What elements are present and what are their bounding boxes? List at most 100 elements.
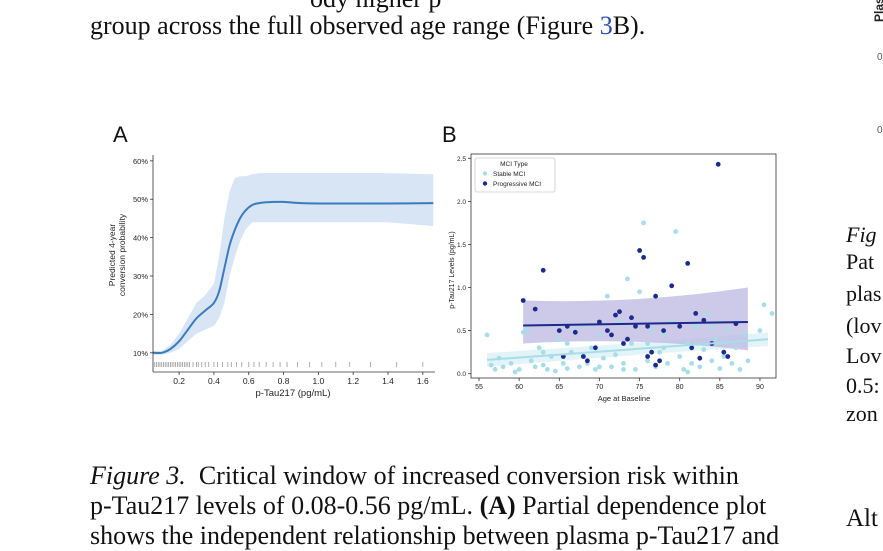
panel-b-letter: B — [442, 122, 457, 147]
x-tick-label: 70 — [596, 384, 604, 391]
scatter-point — [653, 293, 658, 299]
scatter-point — [637, 248, 642, 253]
scatter-point — [653, 362, 658, 368]
scatter-point — [597, 364, 602, 370]
right-column-text-line: Pat — [846, 249, 875, 274]
scatter-point — [669, 283, 675, 289]
scatter-point — [544, 367, 550, 372]
scatter-point — [741, 332, 747, 338]
scatter-point — [673, 229, 679, 234]
prediction-line — [152, 200, 434, 355]
scatter-point — [629, 341, 634, 346]
scatter-point — [661, 328, 666, 333]
scatter-point — [585, 358, 590, 364]
scatter-point — [645, 341, 650, 346]
regression-bands — [487, 287, 768, 367]
scatter-point — [685, 261, 691, 266]
x-tick-label: 0.4 — [208, 376, 220, 386]
x-tick-label: 1.6 — [417, 376, 429, 386]
scatter-point — [484, 332, 490, 338]
scatter-point — [721, 349, 727, 355]
scatter-point — [677, 323, 683, 329]
x-tick-label: 75 — [636, 384, 644, 391]
x-axis-label: Age at Baseline — [598, 394, 651, 403]
right-column-caption-label: Fig — [846, 222, 877, 247]
scatter-point — [701, 347, 707, 352]
scatter-point — [685, 369, 691, 375]
x-tick-label: 55 — [475, 384, 483, 391]
regression-line — [486, 338, 769, 361]
scatter-point — [625, 276, 630, 282]
y-axis-label-line1: Predicted 4-year — [107, 224, 117, 287]
scatter-point — [721, 354, 727, 359]
scatter-point — [556, 336, 562, 342]
scatter-point — [713, 336, 719, 342]
figure-caption-line-1: Figure 3. Critical window of increased c… — [90, 460, 739, 491]
scatter-point — [665, 361, 670, 366]
figure-caption-text: Partial dependence plot — [515, 491, 767, 520]
scatter-point — [705, 311, 711, 316]
scatter-point — [645, 323, 650, 329]
scatter-points — [484, 161, 775, 375]
scatter-point — [492, 367, 498, 372]
scatter-point — [633, 323, 638, 329]
scatter-point — [520, 298, 526, 303]
scatter-point — [593, 367, 598, 372]
right-column-text-line: Lov — [846, 343, 882, 368]
scatter-point — [709, 358, 715, 364]
scatter-point — [564, 341, 570, 346]
scatter-point — [649, 349, 654, 355]
scatter-point — [500, 364, 506, 370]
scatter-point — [625, 336, 630, 342]
y-tick-label: 40% — [133, 234, 148, 243]
figure-caption-text: Critical window of increased conversion … — [185, 461, 739, 490]
scatter-point — [609, 332, 614, 338]
right-column-text-line: 0.5: — [846, 373, 880, 398]
figure-reference-link[interactable]: 3 — [599, 11, 613, 40]
scatter-point — [593, 345, 598, 351]
scatter-point — [621, 367, 626, 372]
y-tick-label: 50% — [133, 195, 148, 204]
scatter-point — [488, 362, 494, 368]
scatter-point — [657, 349, 662, 355]
body-text-prefix: group across the full observed age range… — [90, 11, 600, 40]
confidence-band — [153, 173, 434, 355]
scatter-point — [597, 319, 602, 325]
legend-title: MCI Type — [500, 161, 528, 168]
scatter-point — [516, 367, 522, 372]
scatter-point — [540, 362, 546, 368]
legend-marker-progressive — [482, 181, 488, 186]
scatter-point — [689, 361, 695, 366]
legend-label-progressive: Progressive MCI — [493, 181, 541, 188]
scatter-point — [717, 366, 723, 371]
x-tick-label: 1.4 — [382, 376, 394, 386]
right-column-tick: 0 — [877, 125, 883, 136]
scatter-point — [633, 367, 638, 372]
scatter-point — [605, 328, 610, 333]
figure-caption-text: p-Tau217 levels of 0.08-0.56 pg/mL. — [90, 491, 480, 520]
scatter-point — [641, 255, 646, 260]
body-text-line: group across the full observed age range… — [90, 10, 645, 41]
y-tick-label: 1.5 — [457, 242, 466, 249]
scatter-point — [613, 312, 618, 318]
scatter-point — [613, 352, 618, 358]
x-tick-label: 80 — [676, 384, 684, 391]
scatter-point — [560, 361, 566, 366]
rug-marks — [154, 362, 424, 367]
scatter-point — [701, 317, 707, 323]
right-column-text-line: (lov — [846, 313, 882, 338]
x-tick-label: 85 — [716, 384, 724, 391]
scatter-point — [645, 358, 650, 364]
scatter-point — [729, 361, 735, 366]
scatter-point — [725, 354, 731, 359]
scatter-point — [677, 354, 683, 359]
tick-labels: 0.2 0.4 0.6 0.8 1.0 1.2 1.4 1.6 10% 20% 30% 40% 50% 6… — [133, 157, 429, 386]
scatter-point — [556, 328, 562, 333]
panel-b-scatter-chart: 55 60 65 70 75 80 85 90 0.0 0.5 1.0 1.5 2.0 2.5 MCI T… — [449, 153, 777, 403]
scatter-point — [629, 315, 634, 321]
scatter-point — [715, 161, 721, 167]
scatter-point — [577, 364, 582, 370]
legend: MCI Type Stable MCI Progressive MCI — [474, 157, 556, 193]
right-column-tick: 0 — [877, 52, 883, 63]
figure-caption-line-3: shows the independent relationship betwe… — [90, 521, 780, 550]
